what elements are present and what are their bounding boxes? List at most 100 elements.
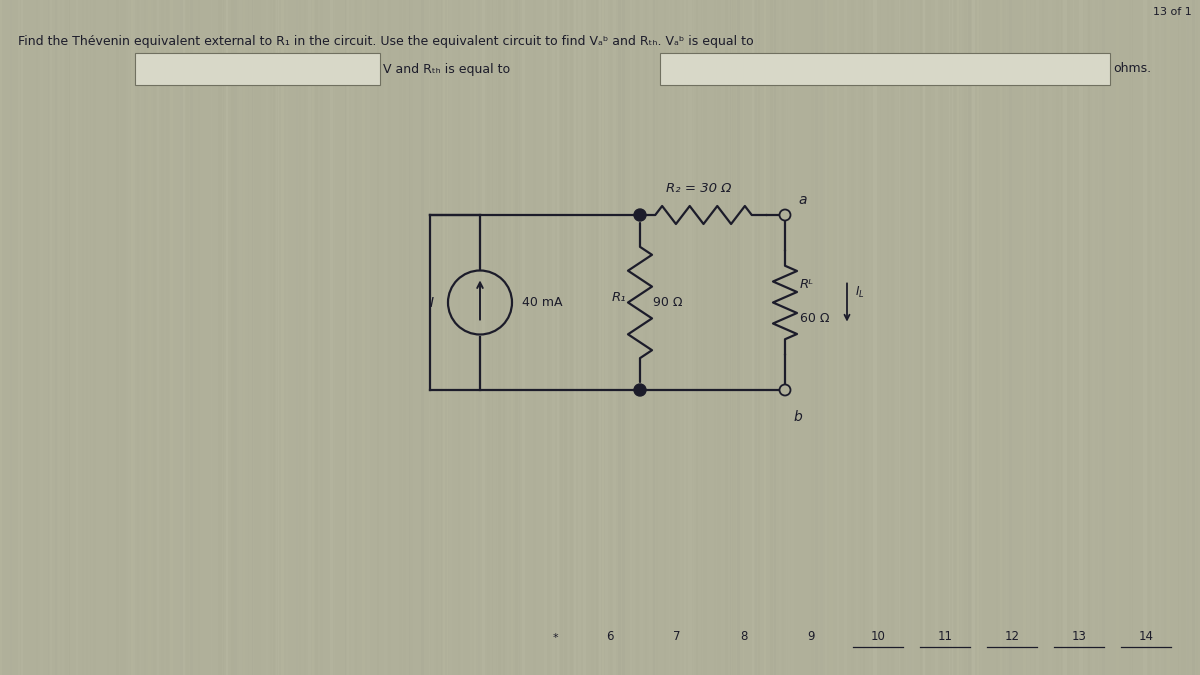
Bar bbox=[384, 0, 388, 675]
Circle shape bbox=[634, 384, 646, 396]
Bar bbox=[696, 0, 698, 675]
Bar bbox=[980, 0, 982, 675]
Bar bbox=[266, 0, 268, 675]
Bar bbox=[560, 0, 563, 675]
Bar bbox=[474, 0, 476, 675]
Bar bbox=[94, 0, 96, 675]
Bar bbox=[679, 0, 682, 675]
Bar bbox=[1006, 0, 1007, 675]
Bar bbox=[1001, 0, 1002, 675]
Bar bbox=[964, 0, 967, 675]
FancyBboxPatch shape bbox=[134, 53, 380, 85]
Text: 40 mA: 40 mA bbox=[522, 296, 563, 309]
Bar bbox=[706, 0, 707, 675]
Bar bbox=[932, 0, 935, 675]
Bar bbox=[714, 0, 716, 675]
Bar bbox=[22, 0, 23, 675]
Bar bbox=[270, 0, 272, 675]
Bar bbox=[112, 0, 114, 675]
Bar bbox=[541, 0, 542, 675]
Bar bbox=[866, 0, 869, 675]
Bar bbox=[248, 0, 250, 675]
Bar bbox=[557, 0, 559, 675]
Bar bbox=[361, 0, 365, 675]
Text: Find the Thévenin equivalent external to R₁ in the circuit. Use the equivalent c: Find the Thévenin equivalent external to… bbox=[18, 35, 754, 48]
Bar bbox=[887, 0, 889, 675]
Bar bbox=[646, 0, 647, 675]
Bar bbox=[779, 0, 781, 675]
Circle shape bbox=[780, 385, 791, 396]
Bar bbox=[1079, 0, 1082, 675]
Bar bbox=[656, 0, 658, 675]
Bar bbox=[1022, 0, 1026, 675]
Bar bbox=[901, 0, 904, 675]
Bar bbox=[258, 0, 259, 675]
Bar bbox=[709, 0, 710, 675]
Bar bbox=[725, 0, 728, 675]
Bar bbox=[341, 0, 343, 675]
Text: 12: 12 bbox=[1004, 630, 1020, 643]
Bar bbox=[649, 0, 652, 675]
Bar bbox=[956, 0, 959, 675]
Bar bbox=[455, 0, 457, 675]
Bar bbox=[1192, 0, 1195, 675]
Bar bbox=[1112, 0, 1115, 675]
Bar bbox=[394, 0, 397, 675]
Bar bbox=[1019, 0, 1021, 675]
Bar bbox=[458, 0, 460, 675]
Bar bbox=[293, 0, 294, 675]
Bar bbox=[55, 0, 58, 675]
Bar bbox=[718, 0, 720, 675]
Bar bbox=[120, 0, 122, 675]
Bar bbox=[984, 0, 988, 675]
Bar bbox=[487, 0, 490, 675]
Bar bbox=[299, 0, 301, 675]
Bar bbox=[358, 0, 360, 675]
Bar bbox=[77, 0, 78, 675]
Bar bbox=[916, 0, 918, 675]
Bar bbox=[895, 0, 899, 675]
Bar bbox=[538, 0, 539, 675]
Bar bbox=[1037, 0, 1039, 675]
Bar bbox=[1108, 0, 1109, 675]
Bar bbox=[4, 0, 7, 675]
Bar bbox=[820, 0, 823, 675]
Bar bbox=[761, 0, 762, 675]
Bar bbox=[425, 0, 427, 675]
Bar bbox=[148, 0, 151, 675]
Bar bbox=[36, 0, 38, 675]
Bar bbox=[107, 0, 109, 675]
Bar bbox=[367, 0, 371, 675]
Bar bbox=[1174, 0, 1177, 675]
Bar bbox=[62, 0, 65, 675]
Bar bbox=[1098, 0, 1099, 675]
Bar bbox=[312, 0, 314, 675]
Bar bbox=[874, 0, 877, 675]
Bar bbox=[137, 0, 139, 675]
Bar bbox=[175, 0, 179, 675]
Bar bbox=[1042, 0, 1044, 675]
Bar bbox=[664, 0, 666, 675]
Bar bbox=[1168, 0, 1170, 675]
Text: $I_L$: $I_L$ bbox=[854, 285, 864, 300]
Bar bbox=[899, 0, 900, 675]
Bar bbox=[470, 0, 473, 675]
Bar bbox=[66, 0, 67, 675]
Bar bbox=[180, 0, 182, 675]
Bar bbox=[672, 0, 674, 675]
Bar bbox=[377, 0, 379, 675]
Bar bbox=[272, 0, 275, 675]
Bar bbox=[613, 0, 616, 675]
Bar bbox=[186, 0, 188, 675]
Bar bbox=[737, 0, 740, 675]
Bar bbox=[1052, 0, 1054, 675]
Bar bbox=[1132, 0, 1133, 675]
Bar bbox=[949, 0, 950, 675]
Bar bbox=[214, 0, 216, 675]
Bar bbox=[533, 0, 536, 675]
Bar bbox=[824, 0, 828, 675]
Text: 10: 10 bbox=[870, 630, 886, 643]
Text: 13: 13 bbox=[1072, 630, 1086, 643]
Bar bbox=[829, 0, 833, 675]
Bar bbox=[28, 0, 30, 675]
